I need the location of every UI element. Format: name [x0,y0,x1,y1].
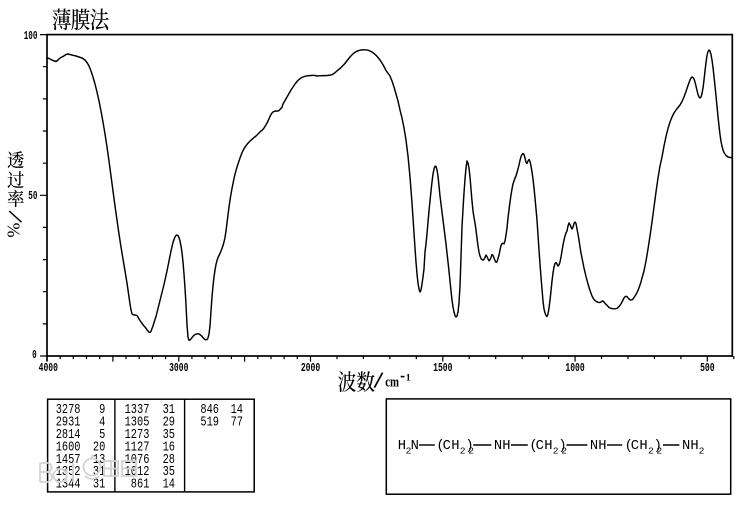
svg-text:1127: 1127 [125,439,150,455]
svg-text:1352: 1352 [56,464,81,480]
svg-text:C: C [631,439,639,454]
svg-text:2: 2 [553,445,559,456]
svg-text:1457: 1457 [56,452,81,468]
svg-text:): ) [465,438,473,454]
svg-text:H: H [544,439,552,454]
svg-text:4: 4 [99,415,105,431]
svg-text:): ) [654,438,662,454]
svg-text:(: ( [529,438,537,454]
svg-text:50: 50 [28,190,37,203]
svg-text:N: N [411,439,419,454]
svg-text:(: ( [436,438,444,454]
svg-text:2: 2 [648,445,654,456]
svg-text:(: ( [625,438,633,454]
svg-text:N: N [682,439,690,454]
svg-text:3278: 3278 [56,402,81,418]
svg-text:N: N [590,439,598,454]
svg-text:%: % [4,223,24,238]
svg-text:H: H [690,439,698,454]
svg-text:2000: 2000 [301,361,320,375]
svg-text:C: C [443,439,451,454]
svg-text:846: 846 [200,402,219,418]
svg-text:2: 2 [468,445,474,456]
svg-text:): ) [558,438,566,454]
svg-text:H: H [398,439,406,454]
svg-text:16: 16 [163,439,175,455]
svg-text:31: 31 [93,477,105,493]
svg-text:2: 2 [656,445,662,456]
svg-text:3000: 3000 [169,361,188,375]
svg-text:2: 2 [561,445,567,456]
svg-text:H: H [639,439,647,454]
svg-text:35: 35 [163,427,175,443]
svg-text:1344: 1344 [56,477,81,493]
svg-text:20: 20 [93,439,105,455]
svg-text:29: 29 [163,415,175,431]
svg-text:4000: 4000 [39,361,58,375]
svg-text:100: 100 [24,30,38,43]
svg-text:C: C [536,439,544,454]
svg-text:861: 861 [131,477,150,493]
svg-text:1: 1 [406,373,411,384]
svg-text:14: 14 [163,477,175,493]
svg-text:H: H [451,439,459,454]
svg-text:2931: 2931 [56,415,81,431]
svg-text:cm: cm [385,373,399,390]
svg-text:5: 5 [99,427,105,443]
svg-text:N: N [494,439,502,454]
svg-text:28: 28 [163,452,175,468]
svg-text:35: 35 [163,464,175,480]
svg-text:1337: 1337 [125,402,150,418]
svg-text:1305: 1305 [125,415,150,431]
svg-text:1273: 1273 [125,427,150,443]
svg-text:519: 519 [200,415,219,431]
svg-text:1000: 1000 [565,361,584,375]
svg-text:9: 9 [99,402,105,418]
svg-text:2814: 2814 [56,427,81,443]
svg-text:H: H [598,439,606,454]
svg-text:500: 500 [700,361,715,375]
svg-text:2: 2 [460,445,466,456]
svg-text:1600: 1600 [56,439,81,455]
svg-text:1076: 1076 [125,452,150,468]
svg-text:0: 0 [32,349,37,362]
svg-text:H: H [502,439,510,454]
svg-text:1500: 1500 [433,361,452,375]
svg-text:14: 14 [231,402,243,418]
svg-text:2: 2 [699,445,705,456]
svg-text:2: 2 [406,445,412,456]
svg-text:31: 31 [163,402,175,418]
svg-text:13: 13 [93,452,105,468]
svg-text:77: 77 [231,415,243,431]
